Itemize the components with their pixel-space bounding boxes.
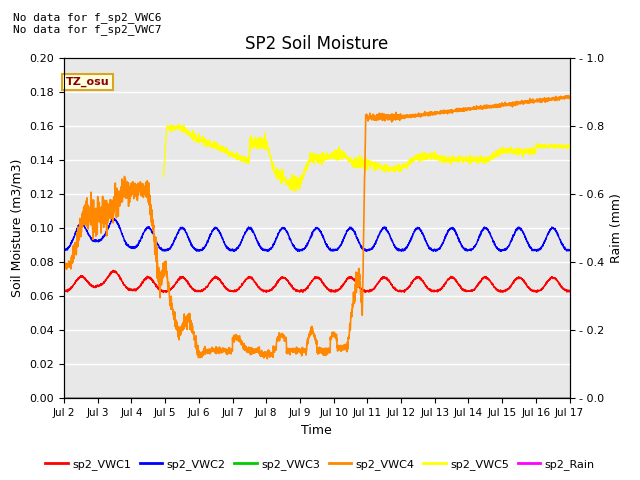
Title: SP2 Soil Moisture: SP2 Soil Moisture [245,35,388,53]
Y-axis label: Raim (mm): Raim (mm) [610,193,623,263]
Text: No data for f_sp2_VWC6: No data for f_sp2_VWC6 [13,12,161,23]
Text: TZ_osu: TZ_osu [66,77,109,87]
Text: No data for f_sp2_VWC7: No data for f_sp2_VWC7 [13,24,161,35]
X-axis label: Time: Time [301,424,332,437]
Y-axis label: Soil Moisture (m3/m3): Soil Moisture (m3/m3) [11,159,24,297]
Legend: sp2_VWC1, sp2_VWC2, sp2_VWC3, sp2_VWC4, sp2_VWC5, sp2_Rain: sp2_VWC1, sp2_VWC2, sp2_VWC3, sp2_VWC4, … [41,455,599,474]
